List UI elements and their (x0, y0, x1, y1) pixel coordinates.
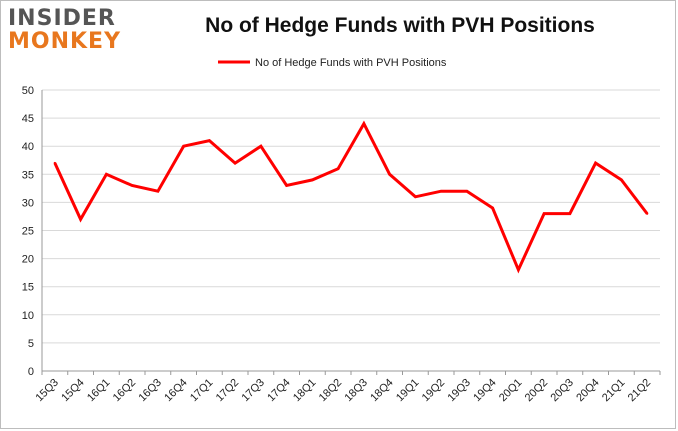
x-tick-label: 18Q2 (317, 377, 345, 405)
data-point (311, 178, 314, 182)
data-point (285, 184, 288, 187)
x-tick-label: 20Q4 (574, 377, 602, 405)
y-tick-label: 45 (22, 113, 34, 125)
x-tick-label: 16Q1 (85, 377, 113, 405)
data-point (130, 184, 134, 187)
grid-lines (42, 89, 660, 344)
data-point (439, 189, 443, 193)
data-point (233, 161, 237, 165)
x-tick-label: 17Q2 (214, 377, 242, 405)
chart-title: No of Hedge Funds with PVH Positions (205, 14, 595, 37)
x-tick-label: 16Q3 (136, 377, 164, 405)
x-tick-label: 21Q1 (600, 377, 628, 405)
x-tick-label: 19Q1 (394, 377, 422, 405)
x-tick-label: 17Q1 (188, 377, 216, 405)
x-tick-label: 15Q4 (59, 377, 87, 405)
x-tick-label: 20Q2 (523, 377, 551, 405)
data-point (620, 178, 623, 182)
x-tick-labels: 15Q315Q416Q116Q216Q316Q417Q117Q217Q317Q4… (33, 377, 653, 405)
y-tick-label: 0 (28, 366, 34, 378)
series-line (53, 120, 649, 274)
data-point (414, 195, 417, 198)
y-tick-label: 35 (22, 169, 34, 181)
data-point (259, 145, 263, 148)
axes (41, 90, 661, 375)
x-tick-label: 21Q2 (626, 377, 654, 405)
x-tick-label: 16Q2 (111, 377, 139, 405)
x-tick-label: 18Q1 (291, 377, 319, 405)
data-point (645, 212, 649, 215)
data-point (542, 212, 546, 215)
data-point (182, 145, 185, 148)
data-point (362, 122, 366, 125)
data-point (156, 189, 160, 193)
y-tick-label: 50 (22, 85, 34, 97)
logo-line-1: INSIDER (8, 6, 116, 31)
x-tick-label: 20Q1 (497, 377, 525, 405)
x-tick-label: 18Q4 (368, 377, 396, 405)
x-tick-label: 18Q3 (342, 377, 370, 405)
x-tick-label: 17Q3 (239, 377, 267, 405)
x-tick-label: 16Q4 (162, 377, 190, 405)
data-point (53, 161, 57, 165)
x-tick-label: 15Q3 (33, 377, 61, 405)
data-point (568, 212, 572, 215)
data-point (105, 173, 108, 176)
x-tick-label: 20Q3 (548, 377, 576, 405)
data-point (465, 189, 469, 193)
x-tick-label: 19Q3 (445, 377, 473, 405)
data-point (336, 167, 340, 170)
y-tick-labels: 0 5 10 15 20 25 30 35 40 45 50 (22, 85, 34, 378)
data-point (208, 139, 211, 142)
y-tick-label: 25 (22, 226, 34, 238)
y-tick-label: 20 (22, 254, 34, 266)
data-point (517, 268, 520, 272)
y-tick-label: 5 (28, 338, 34, 350)
data-point (594, 161, 597, 165)
data-point (79, 218, 82, 221)
logo-line-2: MONKEY (8, 29, 122, 54)
x-tick-label: 17Q4 (265, 377, 293, 405)
y-tick-label: 40 (22, 141, 34, 153)
x-tick-label: 19Q4 (471, 377, 499, 405)
legend-label: No of Hedge Funds with PVH Positions (255, 57, 447, 69)
x-tick-label: 19Q2 (420, 377, 448, 405)
insider-monkey-logo: INSIDER MONKEY (8, 4, 130, 56)
y-tick-label: 10 (22, 310, 34, 322)
y-tick-label: 30 (22, 197, 34, 209)
series-layer (53, 120, 649, 274)
data-point (388, 173, 391, 176)
y-tick-label: 15 (22, 282, 34, 294)
data-point (491, 206, 494, 210)
legend: No of Hedge Funds with PVH Positions (218, 57, 447, 69)
